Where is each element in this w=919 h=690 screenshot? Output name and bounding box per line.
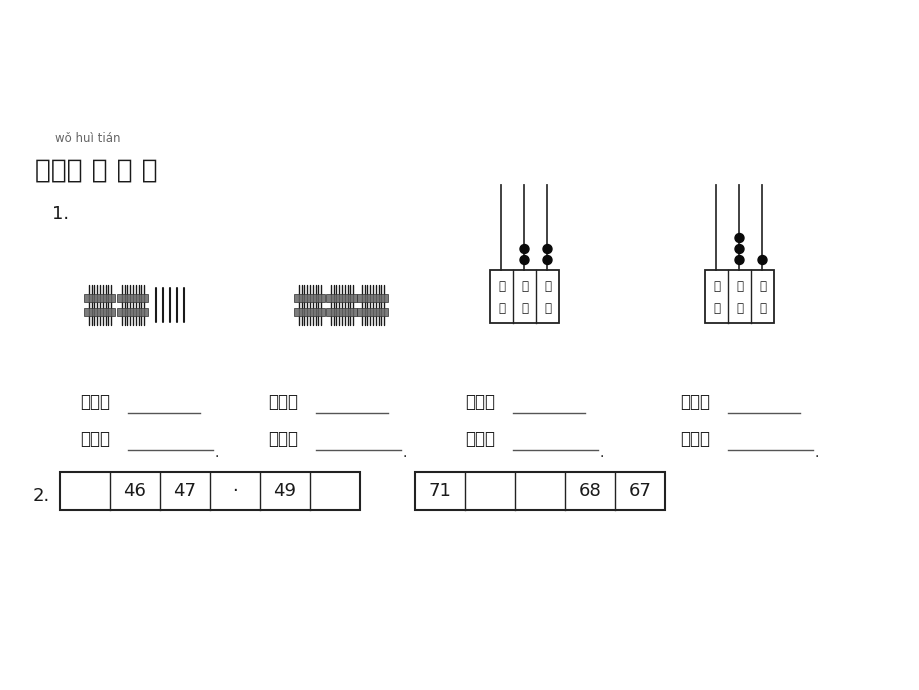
Bar bbox=[326, 294, 357, 302]
Bar bbox=[85, 294, 116, 302]
Circle shape bbox=[519, 255, 528, 264]
Text: 读作：: 读作： bbox=[464, 430, 494, 448]
Text: ·: · bbox=[232, 482, 238, 500]
Text: 位: 位 bbox=[497, 302, 505, 315]
Text: 十: 十 bbox=[735, 280, 743, 293]
Bar bbox=[357, 294, 388, 302]
Text: 十: 十 bbox=[520, 280, 528, 293]
Text: .: . bbox=[814, 446, 819, 460]
Bar bbox=[85, 308, 116, 316]
Bar bbox=[118, 294, 148, 302]
Bar bbox=[294, 308, 325, 316]
Text: 读作：: 读作： bbox=[679, 430, 709, 448]
Bar bbox=[704, 270, 773, 323]
Text: 1.: 1. bbox=[52, 205, 69, 223]
Text: .: . bbox=[599, 446, 604, 460]
Text: 一、我 会 填 。: 一、我 会 填 。 bbox=[35, 158, 157, 184]
Text: 写作：: 写作： bbox=[679, 393, 709, 411]
Text: 读作：: 读作： bbox=[80, 430, 110, 448]
Text: 68: 68 bbox=[578, 482, 601, 500]
Text: 47: 47 bbox=[174, 482, 197, 500]
Bar bbox=[414, 472, 664, 510]
Circle shape bbox=[734, 255, 743, 264]
Circle shape bbox=[519, 244, 528, 253]
Text: 位: 位 bbox=[758, 302, 766, 315]
Text: 位: 位 bbox=[520, 302, 528, 315]
Text: .: . bbox=[215, 446, 219, 460]
Text: .: . bbox=[403, 446, 407, 460]
Text: 46: 46 bbox=[123, 482, 146, 500]
Bar bbox=[60, 472, 359, 510]
Text: 读作：: 读作： bbox=[267, 430, 298, 448]
Text: 71: 71 bbox=[428, 482, 451, 500]
Text: 位: 位 bbox=[735, 302, 743, 315]
Text: 2.: 2. bbox=[33, 487, 51, 505]
Text: 写作：: 写作： bbox=[80, 393, 110, 411]
Bar bbox=[490, 270, 559, 323]
Text: 位: 位 bbox=[543, 302, 550, 315]
Circle shape bbox=[542, 255, 551, 264]
Text: wǒ huì tián: wǒ huì tián bbox=[55, 132, 120, 145]
Text: 写作：: 写作： bbox=[267, 393, 298, 411]
Circle shape bbox=[542, 244, 551, 253]
Text: 百: 百 bbox=[712, 280, 720, 293]
Text: 写作：: 写作： bbox=[464, 393, 494, 411]
Bar bbox=[326, 308, 357, 316]
Text: 个: 个 bbox=[543, 280, 550, 293]
Text: 个: 个 bbox=[758, 280, 766, 293]
Circle shape bbox=[734, 233, 743, 242]
Text: 位: 位 bbox=[712, 302, 720, 315]
Circle shape bbox=[757, 255, 766, 264]
Text: 67: 67 bbox=[628, 482, 651, 500]
Bar bbox=[118, 308, 148, 316]
Text: 49: 49 bbox=[273, 482, 296, 500]
Bar bbox=[294, 294, 325, 302]
Circle shape bbox=[734, 244, 743, 253]
Bar bbox=[357, 308, 388, 316]
Text: 百: 百 bbox=[497, 280, 505, 293]
